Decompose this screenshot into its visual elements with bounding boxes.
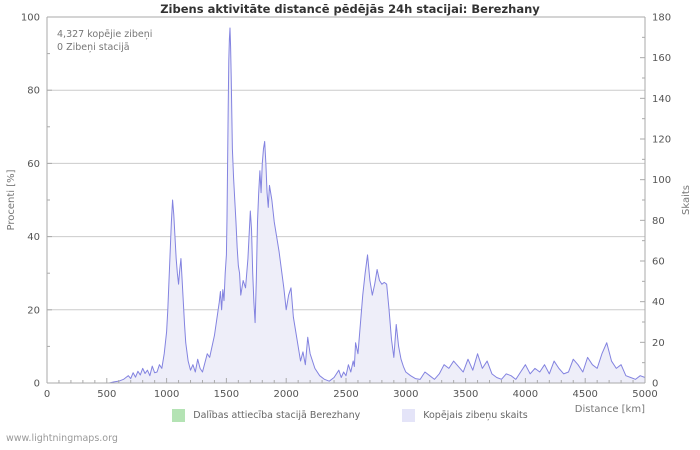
legend-label-total: Kopējais zibeņu skaits	[423, 410, 528, 421]
legend-swatch-icon-total	[402, 409, 416, 422]
ytick-label-right: 80	[652, 216, 665, 227]
ytick-label-right: 100	[652, 175, 671, 186]
annotation-station-strokes: 0 Zibeņi stacijā	[57, 42, 130, 53]
ytick-label-left: 80	[27, 86, 40, 97]
ytick-label-left: 60	[27, 159, 40, 170]
y-axis-title-right: Skaits	[681, 185, 692, 215]
ytick-label-right: 160	[652, 53, 671, 64]
series-line-total-lightning-count	[47, 27, 646, 384]
ytick-label-right: 60	[652, 257, 665, 268]
xtick-label: 4500	[572, 389, 597, 400]
xtick-label: 3500	[453, 389, 478, 400]
ytick-label-left: 100	[21, 13, 40, 24]
xtick-label: 1500	[214, 389, 239, 400]
ytick-label-left: 20	[27, 305, 40, 316]
series-area-total-lightning-count	[47, 27, 645, 383]
ytick-label-right: 0	[652, 379, 658, 390]
xtick-label: 0	[44, 389, 50, 400]
ytick-label-left: 40	[27, 232, 40, 243]
page-title: Zibens aktivitāte distancē pēdējās 24h s…	[160, 2, 540, 16]
y-axis-title-left: Procenti [%]	[6, 169, 17, 230]
xtick-label: 2500	[333, 389, 358, 400]
xtick-label: 1000	[154, 389, 179, 400]
ytick-label-right: 120	[652, 135, 671, 146]
legend-swatch-icon-participation	[172, 409, 186, 422]
chart-legend: Dalības attiecība stacijā Berezhany Kopē…	[0, 409, 700, 422]
legend-item-participation-ratio[interactable]: Dalības attiecība stacijā Berezhany	[172, 409, 360, 422]
xtick-label: 5000	[632, 389, 657, 400]
xtick-label: 4000	[513, 389, 538, 400]
ytick-label-right: 20	[652, 338, 665, 349]
ytick-label-left: 0	[34, 379, 40, 390]
ytick-label-right: 140	[652, 94, 671, 105]
xtick-label: 500	[97, 389, 116, 400]
xtick-label: 3000	[393, 389, 418, 400]
ytick-label-right: 180	[652, 13, 671, 24]
xtick-label: 2000	[273, 389, 298, 400]
annotation-total-strokes: 4,327 kopējie zibeņi	[57, 29, 152, 40]
legend-label-participation: Dalības attiecība stacijā Berezhany	[193, 410, 361, 421]
footer-url: www.lightningmaps.org	[6, 433, 118, 444]
legend-item-total-lightning-count[interactable]: Kopējais zibeņu skaits	[402, 409, 528, 422]
ytick-label-right: 40	[652, 297, 665, 308]
x-axis-title: Distance [km]	[575, 404, 645, 415]
